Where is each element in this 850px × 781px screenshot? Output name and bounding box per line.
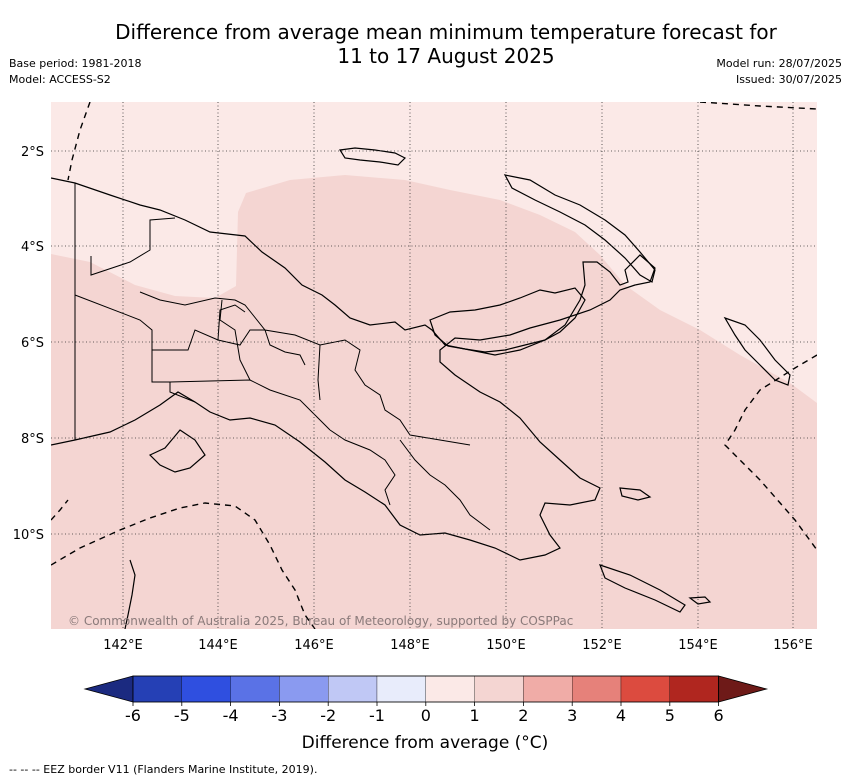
lon-label-156e: 156°E: [773, 638, 813, 653]
louisiade-archipelago-coastline: [598, 564, 686, 613]
lat-label-4s: 4°S: [21, 240, 44, 255]
colorbar-segment: [328, 675, 378, 703]
map-area: [51, 102, 817, 629]
lon-label-154e: 154°E: [678, 638, 718, 653]
province-border-central: [399, 439, 491, 531]
colorbar-tick-label: -2: [320, 706, 336, 725]
colorbar-segment: [376, 675, 426, 703]
coastlines: [51, 147, 791, 629]
province-border-enga: [217, 304, 246, 341]
colorbar-segment: [572, 675, 622, 703]
colorbar-tick-label: -5: [174, 706, 190, 725]
province-border-west-sepik: [74, 294, 196, 403]
colorbar-tick-label: 6: [714, 706, 724, 725]
colorbar-segment: [620, 675, 670, 703]
colorbar-segment: [279, 675, 329, 703]
cape-york-coastline: [124, 559, 136, 629]
bougainville-coastline: [723, 316, 791, 386]
colorbar-tick-label: 5: [665, 706, 675, 725]
colorbar-segment: [523, 675, 573, 703]
colorbar-extension-low: [83, 675, 134, 703]
new-ireland-coastline: [503, 174, 656, 283]
title-line-1: Difference from average mean minimum tem…: [115, 20, 777, 44]
province-border-east-sepik: [139, 291, 471, 446]
colorbar-title: Difference from average (°C): [301, 733, 549, 753]
colorbar-tick-label: -3: [271, 706, 287, 725]
issued-date: Issued: 30/07/2025: [735, 73, 842, 86]
colorbar-tick-label: -6: [125, 706, 141, 725]
graticule: [51, 102, 817, 629]
colorbar-tick-label: -4: [223, 706, 239, 725]
trobriand-islands-coastline: [619, 487, 652, 501]
colorbar-tick-label: -1: [369, 706, 385, 725]
province-border-morobe: [329, 429, 396, 506]
colorbar-segment: [230, 675, 280, 703]
province-border-madang: [264, 329, 306, 366]
lon-label-144e: 144°E: [198, 638, 238, 653]
base-period: Base period: 1981-2018: [9, 57, 142, 70]
province-border-highlands-b: [169, 379, 331, 431]
colorbar-segment: [425, 675, 475, 703]
eez-boundary-northeast: [699, 102, 817, 110]
copyright-notice: © Commonwealth of Australia 2025, Bureau…: [68, 614, 574, 628]
eez-boundary-torres-strait: [51, 499, 69, 521]
new-britain-coastline: [429, 287, 586, 353]
longitude-labels: 142°E 144°E 146°E 148°E 150°E 152°E 154°…: [103, 638, 813, 653]
lon-label-146e: 146°E: [294, 638, 334, 653]
colorbar-tick-label: 3: [567, 706, 577, 725]
colorbar: -6 -5 -4 -3 -2 -1 0 1 2 3 4 5 6: [83, 675, 769, 725]
colorbar-tick-label: 2: [518, 706, 528, 725]
eez-boundaries: [51, 102, 817, 629]
province-border-oro: [317, 344, 321, 401]
latitude-labels: 2°S 4°S 6°S 8°S 10°S: [13, 145, 44, 543]
new-guinea-coastline: [51, 177, 656, 561]
fly-river-delta-coastline: [148, 429, 206, 473]
lon-label-150e: 150°E: [486, 638, 526, 653]
province-border-gulf: [219, 299, 251, 381]
lat-label-2s: 2°S: [21, 145, 44, 160]
lon-label-148e: 148°E: [390, 638, 430, 653]
colorbar-tick-label: 4: [616, 706, 626, 725]
model-name: Model: ACCESS-S2: [9, 73, 111, 86]
model-run-date: Model run: 28/07/2025: [716, 57, 842, 70]
colorbar-extension-high: [718, 675, 769, 703]
lat-label-6s: 6°S: [21, 336, 44, 351]
map-title: Difference from average mean minimum tem…: [90, 20, 802, 68]
eez-border-note: -- -- -- EEZ border V11 (Flanders Marine…: [9, 763, 318, 776]
colorbar-segment: [181, 675, 231, 703]
eez-boundary-coral-sea: [51, 502, 316, 629]
colorbar-tick-label: 0: [421, 706, 431, 725]
province-borders: [74, 183, 491, 531]
lon-label-152e: 152°E: [582, 638, 622, 653]
colorbar-segment: [474, 675, 524, 703]
lat-label-10s: 10°S: [13, 528, 44, 543]
title-line-2: 11 to 17 August 2025: [337, 44, 555, 68]
colorbar-segment: [669, 675, 719, 703]
province-border-sandaun-north: [90, 217, 176, 276]
run-info: Model run: 28/07/2025 Issued: 30/07/2025: [716, 56, 842, 88]
woodlark-island-coastline: [688, 596, 712, 605]
lat-label-8s: 8°S: [21, 432, 44, 447]
colorbar-segment: [132, 675, 182, 703]
model-info: Base period: 1981-2018 Model: ACCESS-S2: [9, 56, 141, 88]
eez-boundary-north: [67, 102, 91, 181]
eez-boundary-east: [724, 354, 817, 551]
colorbar-tick-label: 1: [470, 706, 480, 725]
lon-label-142e: 142°E: [103, 638, 143, 653]
manus-island-coastline: [338, 147, 407, 166]
